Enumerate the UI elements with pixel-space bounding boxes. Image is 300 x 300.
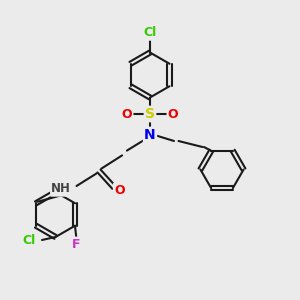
Text: Cl: Cl	[23, 233, 36, 247]
Text: O: O	[114, 184, 125, 197]
Text: S: S	[145, 107, 155, 121]
Text: Cl: Cl	[143, 26, 157, 40]
Text: F: F	[72, 238, 81, 251]
Text: O: O	[122, 107, 132, 121]
Text: N: N	[144, 128, 156, 142]
Text: NH: NH	[51, 182, 71, 196]
Text: O: O	[168, 107, 178, 121]
